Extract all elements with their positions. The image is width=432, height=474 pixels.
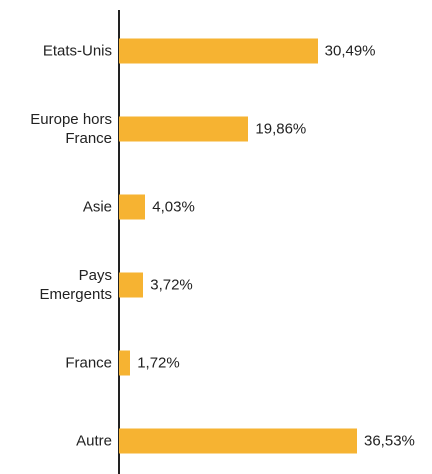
category-label: Pays Emergents (39, 267, 112, 303)
category-label: Etats-Unis (42, 42, 112, 60)
category-label: France (65, 354, 112, 372)
bar (119, 38, 318, 64)
bar (119, 350, 131, 376)
value-label: 19,86% (255, 120, 307, 138)
value-label: 36,53% (364, 432, 415, 450)
axis-line (118, 10, 120, 474)
bar (119, 428, 357, 454)
category-label: Europe hors France (30, 111, 112, 147)
bar (119, 194, 146, 220)
bar (119, 272, 144, 298)
value-label: 4,03% (152, 198, 195, 216)
bar (119, 116, 249, 142)
category-label: Autre (76, 432, 112, 450)
value-label: 1,72% (137, 354, 180, 372)
value-label: 3,72% (150, 276, 193, 294)
value-label: 30,49% (324, 42, 376, 60)
category-label: Asie (82, 198, 112, 216)
